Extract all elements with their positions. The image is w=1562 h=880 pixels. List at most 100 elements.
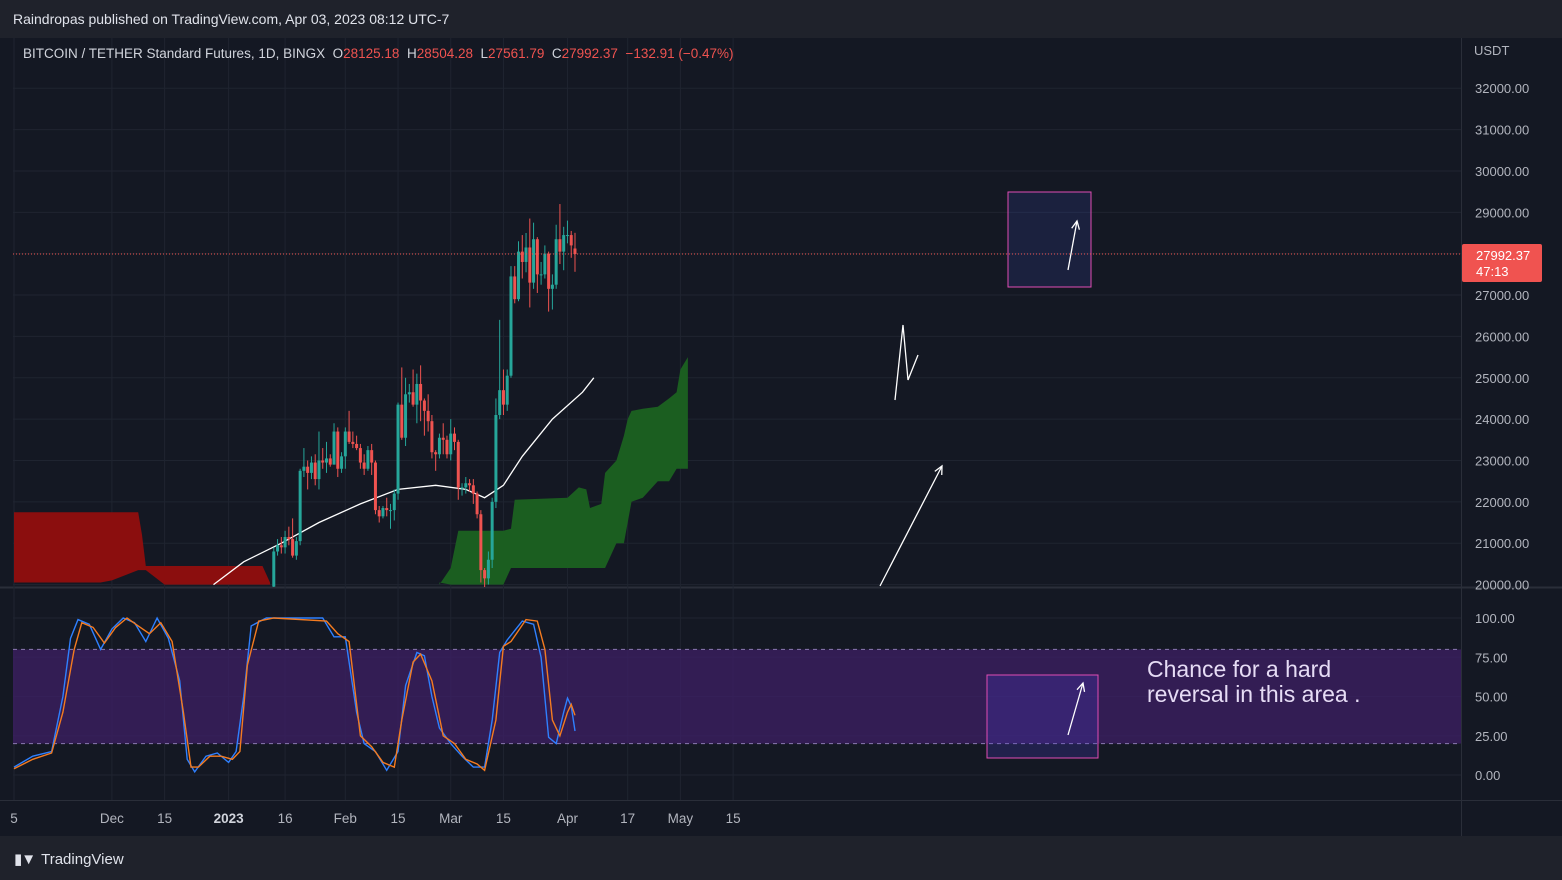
price-axis-label: 20000.00 (1475, 578, 1529, 593)
candle (291, 518, 295, 558)
candle-body (389, 510, 392, 512)
price-axis-label: 25000.00 (1475, 371, 1529, 386)
candle (272, 547, 276, 587)
candle-body (283, 537, 287, 548)
candle-body (306, 466, 310, 473)
candle (437, 433, 441, 459)
candle (430, 414, 434, 459)
candle-body (340, 456, 344, 469)
moving-average-line (213, 377, 595, 586)
candle (306, 460, 310, 490)
symbol-legend: BITCOIN / TETHER Standard Futures, 1D, B… (23, 46, 734, 61)
candle (294, 537, 298, 560)
chart-area[interactable]: USDT32000.0031000.0030000.0029000.002800… (0, 38, 1562, 836)
candle-body (351, 441, 355, 444)
candle (528, 218, 532, 308)
candle (460, 483, 464, 496)
candle (302, 448, 306, 478)
candle (385, 497, 389, 517)
candle-body (385, 508, 389, 511)
candle-body (430, 421, 434, 453)
candle (366, 446, 370, 471)
candle (407, 383, 411, 403)
candle (324, 441, 328, 473)
candle-body (343, 431, 347, 457)
candle-body (294, 541, 298, 556)
candle (573, 232, 577, 272)
stoch-d-line (13, 617, 576, 772)
candle-body (520, 251, 524, 262)
time-axis-label: Feb (334, 811, 357, 826)
ichimoku-cloud-bearish (14, 512, 270, 585)
candle (562, 226, 566, 271)
candle-body (509, 276, 513, 376)
candle-body (377, 510, 381, 517)
candle-body (324, 458, 328, 463)
candle (513, 266, 517, 304)
candle-body (456, 441, 460, 488)
low-label: L (480, 46, 489, 61)
last-price: 27992.37 (1476, 248, 1531, 263)
candle (520, 235, 524, 279)
up-arrow-stoch-head (1076, 681, 1086, 692)
candle (434, 450, 438, 471)
candle-body (550, 284, 554, 289)
candle (381, 505, 385, 519)
candle-body (373, 462, 377, 511)
price-axis-label: 26000.00 (1475, 329, 1529, 344)
candle (332, 423, 336, 465)
time-axis-label: 2023 (214, 811, 245, 826)
candle (321, 448, 325, 469)
candle (419, 365, 423, 422)
candle-body (573, 248, 577, 254)
candle (358, 443, 362, 469)
candle-body (524, 247, 528, 262)
hand-drawn-stroke (894, 324, 919, 401)
candle (543, 245, 547, 279)
up-arrow-price (1067, 220, 1078, 271)
candle (501, 369, 505, 415)
price-axis-label: 31000.00 (1475, 123, 1529, 138)
candle (283, 530, 287, 554)
time-axis-label: Apr (557, 811, 579, 826)
ichimoku-cloud-bullish (439, 357, 688, 585)
candle-body (464, 483, 468, 488)
candle (351, 431, 355, 449)
candle-body (528, 247, 532, 283)
price-axis-label: 29000.00 (1475, 205, 1529, 220)
candle (355, 435, 359, 451)
candle-body (554, 239, 558, 285)
up-arrow-stoch (1067, 682, 1084, 736)
brand-name: TradingView (41, 850, 124, 868)
candle (565, 220, 569, 244)
candle (298, 468, 302, 546)
candle-body (494, 414, 498, 502)
candle-body (445, 439, 449, 455)
candle (336, 427, 340, 478)
candle-body (411, 392, 415, 405)
candle (347, 410, 351, 444)
candle (509, 266, 513, 378)
candle (490, 497, 494, 569)
last-price-tag: 27992.37 47:13 (1462, 244, 1542, 282)
candle (441, 423, 445, 455)
candle (309, 456, 313, 480)
candle (471, 479, 475, 504)
tradingview-logo-icon: ▮▼ (14, 851, 36, 868)
candle (392, 489, 396, 521)
high-value: 28504.28 (416, 46, 474, 61)
candle (483, 568, 487, 587)
candle-body (468, 483, 472, 486)
candle-body (569, 235, 573, 246)
candle (468, 479, 472, 492)
candle (494, 398, 498, 509)
candle-body (453, 433, 457, 442)
candle (411, 369, 415, 407)
candle-body (336, 431, 340, 469)
time-axis-label: Dec (100, 811, 124, 826)
price-axis-label: 30000.00 (1475, 164, 1529, 179)
publisher-text: Raindropas published on TradingView.com,… (13, 11, 450, 27)
main-pane (14, 191, 1092, 587)
symbol-name: BITCOIN / TETHER Standard Futures, 1D, B… (23, 46, 326, 61)
stoch-axis-label: 25.00 (1475, 729, 1508, 744)
